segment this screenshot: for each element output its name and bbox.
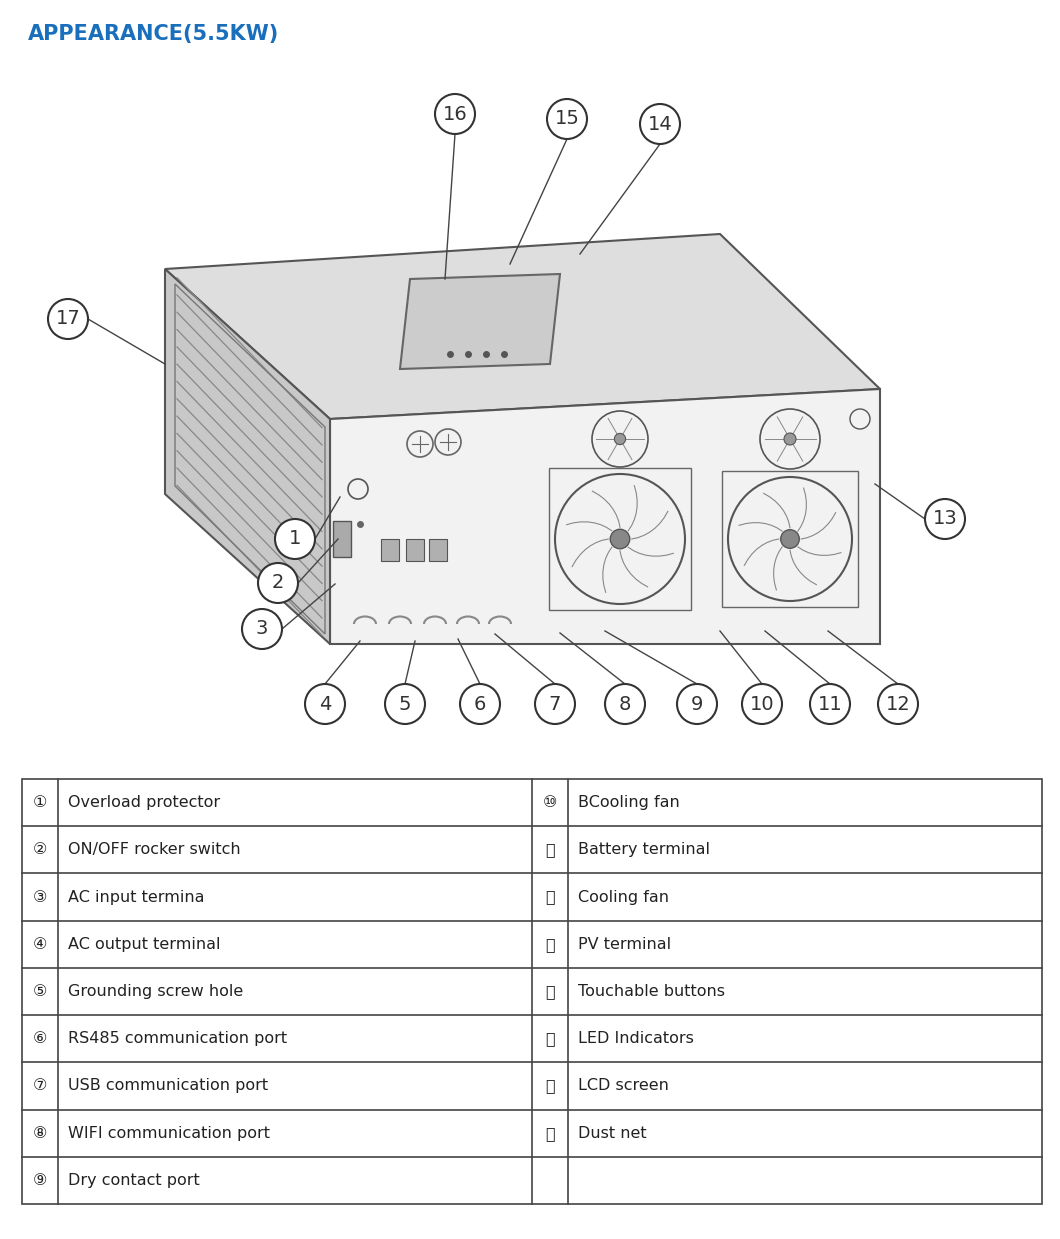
Circle shape (810, 684, 850, 724)
Text: LCD screen: LCD screen (578, 1078, 669, 1094)
Circle shape (640, 104, 681, 144)
Text: ⑧: ⑧ (33, 1126, 48, 1141)
Text: 2: 2 (271, 574, 284, 592)
Circle shape (547, 99, 587, 139)
Text: 1: 1 (288, 529, 301, 549)
Text: 12: 12 (885, 695, 911, 714)
Text: ON/OFF rocker switch: ON/OFF rocker switch (68, 843, 241, 857)
Text: BCooling fan: BCooling fan (578, 795, 679, 810)
Text: 11: 11 (817, 695, 843, 714)
Text: ⑮: ⑮ (545, 1031, 554, 1046)
Text: ⑬: ⑬ (545, 937, 554, 952)
Text: WIFI communication port: WIFI communication port (68, 1126, 270, 1141)
Text: ③: ③ (33, 890, 48, 904)
Circle shape (275, 519, 315, 559)
Text: ⑪: ⑪ (545, 843, 554, 857)
Text: ⑰: ⑰ (545, 1126, 554, 1141)
Circle shape (535, 684, 575, 724)
Circle shape (435, 94, 475, 134)
Text: ②: ② (33, 843, 48, 857)
Text: 8: 8 (619, 695, 631, 714)
Text: AC input termina: AC input termina (68, 890, 205, 904)
Polygon shape (165, 269, 330, 644)
Text: ①: ① (33, 795, 48, 810)
Text: ⑯: ⑯ (545, 1078, 554, 1094)
Circle shape (677, 684, 717, 724)
Circle shape (615, 434, 625, 445)
Text: 3: 3 (255, 620, 268, 638)
Text: 9: 9 (691, 695, 703, 714)
Circle shape (605, 684, 644, 724)
Circle shape (781, 530, 799, 549)
Circle shape (305, 684, 344, 724)
Text: Battery terminal: Battery terminal (578, 843, 710, 857)
Text: ⑥: ⑥ (33, 1031, 48, 1046)
Circle shape (48, 299, 88, 339)
Text: ⑦: ⑦ (33, 1078, 48, 1094)
Text: ⑫: ⑫ (545, 890, 554, 904)
Text: Overload protector: Overload protector (68, 795, 220, 810)
Polygon shape (400, 274, 560, 369)
Circle shape (258, 563, 298, 603)
Text: ④: ④ (33, 937, 48, 952)
Text: 13: 13 (933, 509, 957, 529)
Polygon shape (333, 522, 351, 558)
Text: PV terminal: PV terminal (578, 937, 671, 952)
Polygon shape (330, 389, 880, 644)
Circle shape (784, 432, 796, 445)
Text: APPEARANCE(5.5KW): APPEARANCE(5.5KW) (28, 24, 279, 45)
Text: 10: 10 (749, 695, 774, 714)
Polygon shape (429, 539, 447, 561)
Text: 7: 7 (549, 695, 561, 714)
Text: 14: 14 (648, 114, 672, 134)
Text: Dry contact port: Dry contact port (68, 1173, 199, 1188)
Circle shape (925, 499, 965, 539)
Text: 4: 4 (319, 695, 331, 714)
Text: Dust net: Dust net (578, 1126, 647, 1141)
Text: ⑨: ⑨ (33, 1173, 48, 1188)
Circle shape (878, 684, 918, 724)
Text: LED Indicators: LED Indicators (578, 1031, 694, 1046)
Text: 5: 5 (399, 695, 411, 714)
Circle shape (242, 610, 282, 649)
Text: Touchable buttons: Touchable buttons (578, 984, 725, 999)
Circle shape (742, 684, 782, 724)
Text: 16: 16 (443, 104, 467, 124)
Circle shape (611, 529, 630, 549)
Text: ⑩: ⑩ (543, 795, 558, 810)
Text: ⑤: ⑤ (33, 984, 48, 999)
Polygon shape (381, 539, 399, 561)
Text: 17: 17 (55, 310, 81, 328)
Circle shape (460, 684, 500, 724)
Text: 15: 15 (554, 109, 580, 129)
Text: USB communication port: USB communication port (68, 1078, 268, 1094)
Polygon shape (165, 234, 880, 419)
Text: Cooling fan: Cooling fan (578, 890, 669, 904)
Text: RS485 communication port: RS485 communication port (68, 1031, 287, 1046)
Text: Grounding screw hole: Grounding screw hole (68, 984, 243, 999)
Polygon shape (406, 539, 424, 561)
Text: AC output terminal: AC output terminal (68, 937, 220, 952)
Circle shape (385, 684, 425, 724)
Text: ⑭: ⑭ (545, 984, 554, 999)
Text: 6: 6 (474, 695, 487, 714)
